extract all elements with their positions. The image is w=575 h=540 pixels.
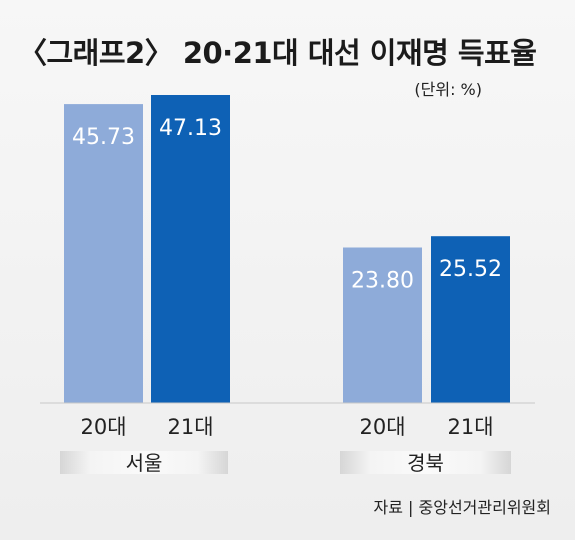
bar-21-gyeongbuk xyxy=(431,236,510,403)
bar-21-seoul xyxy=(151,95,230,403)
group-label: 서울 xyxy=(126,451,163,475)
bar-value-label: 25.52 xyxy=(439,257,502,282)
source-note: 자료 | 중앙선거관리위원회 xyxy=(373,498,551,517)
bar-20-gyeongbuk xyxy=(343,247,422,403)
bar-value-label: 47.13 xyxy=(159,116,222,141)
bar-value-label: 23.80 xyxy=(351,269,414,294)
x-tick-label: 20대 xyxy=(359,415,405,439)
chart-title: 〈그래프2〉 20·21대 대선 이재명 득표율 xyxy=(18,36,537,70)
x-tick-label: 21대 xyxy=(447,415,493,439)
x-tick-label: 21대 xyxy=(167,415,213,439)
chart-unit-label: (단위: %) xyxy=(414,80,482,99)
group-label: 경북 xyxy=(407,451,444,475)
bar-value-label: 45.73 xyxy=(72,125,135,150)
group-label-band xyxy=(60,451,228,474)
bar-20-seoul xyxy=(64,104,143,403)
x-tick-label: 20대 xyxy=(80,415,126,439)
group-label-band xyxy=(340,451,511,474)
